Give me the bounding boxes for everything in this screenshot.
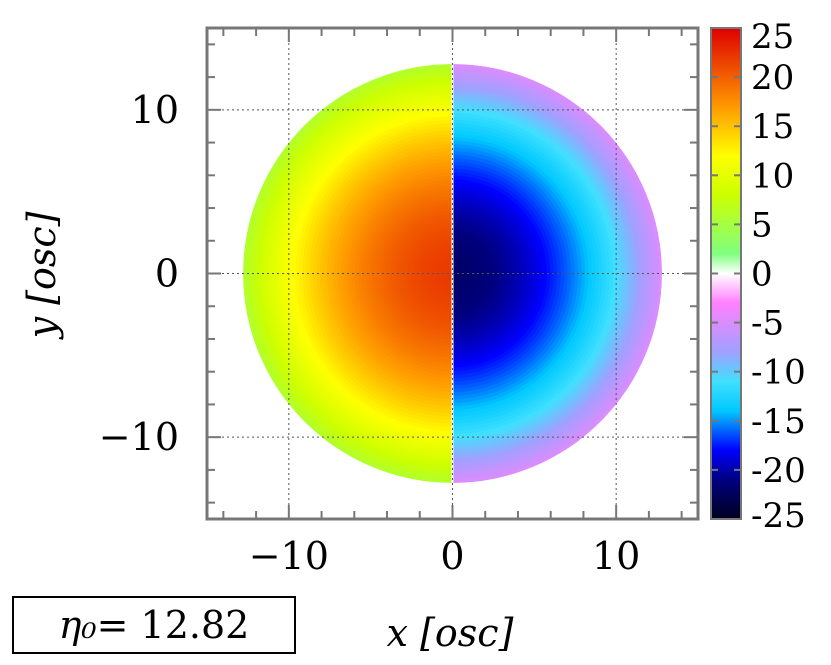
y-tick-labels: −10 0 10	[99, 88, 179, 459]
heatmap-ring-right	[452, 266, 460, 281]
colorbar-tick-label: 0	[751, 255, 773, 295]
eta-value: = 12.82	[96, 603, 250, 647]
colorbar-tick-label: -20	[751, 451, 806, 491]
colorbar-tick-label: -25	[751, 496, 806, 536]
colorbar-tick-label: 20	[751, 58, 794, 98]
colorbar-tick-label: 15	[751, 107, 794, 147]
x-tick-label: −10	[249, 534, 329, 578]
colorbar-tick-label: 25	[751, 17, 794, 57]
colorbar-ticks	[711, 27, 741, 520]
colorbar-tick-label: 5	[751, 205, 773, 245]
eta-symbol: η₀	[58, 603, 97, 647]
colorbar-tick-label: -10	[751, 353, 806, 393]
y-tick-label: 0	[155, 252, 179, 296]
x-tick-label: 10	[592, 534, 640, 578]
y-axis-label: y [osc]	[20, 211, 64, 340]
grid-lines	[207, 28, 698, 519]
colorbar-tick-label: -5	[751, 304, 784, 344]
y-tick-label: 10	[131, 88, 179, 132]
x-axis-label: x [osc]	[387, 611, 514, 655]
colorbar-tick-label: 10	[751, 156, 794, 196]
y-tick-label: −10	[99, 415, 179, 459]
eta-annotation: η₀ = 12.82	[12, 596, 296, 654]
colorbar-tick-label: -15	[751, 402, 806, 442]
x-tick-label: 0	[440, 534, 464, 578]
plot-frame	[205, 26, 700, 521]
x-tick-labels: −10 0 10	[249, 534, 641, 578]
